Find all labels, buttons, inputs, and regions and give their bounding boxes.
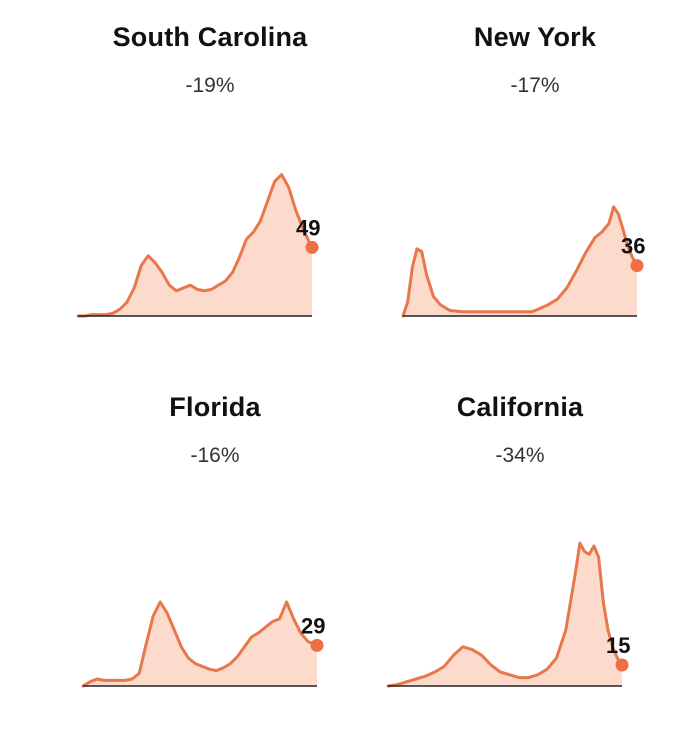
percent-change-label: -16% xyxy=(190,444,240,467)
sparkline-chart: 36 xyxy=(401,205,645,318)
sparkline-chart: 49 xyxy=(76,173,320,318)
last-value-dot xyxy=(310,638,324,652)
last-value-dot xyxy=(615,658,629,672)
chart-panel-california: California -34% 15 xyxy=(360,388,680,728)
sparkline-chart: 29 xyxy=(81,600,325,688)
sparkline-chart: 15 xyxy=(386,541,630,688)
chart-panel-florida: Florida -16% 29 xyxy=(55,388,375,728)
percent-change-label: -34% xyxy=(495,444,545,467)
series-line xyxy=(81,600,319,688)
last-value-dot xyxy=(630,259,644,273)
series-line xyxy=(401,205,639,318)
chart-title: South Carolina xyxy=(112,22,308,52)
last-value-label: 29 xyxy=(301,613,325,638)
chart-title: California xyxy=(456,392,584,422)
last-value-label: 36 xyxy=(621,234,645,259)
last-value-dot xyxy=(305,240,319,254)
chart-title: Florida xyxy=(169,392,261,422)
percent-change-label: -17% xyxy=(510,74,560,97)
series-line xyxy=(386,541,624,688)
last-value-label: 15 xyxy=(606,633,630,658)
series-line xyxy=(76,173,314,318)
series-area xyxy=(388,543,622,686)
chart-panel-new-york: New York -17% 36 xyxy=(375,18,695,358)
last-value-label: 49 xyxy=(296,215,320,240)
series-area xyxy=(403,206,637,316)
chart-panel-south-carolina: South Carolina -19% 49 xyxy=(50,18,370,358)
series-area xyxy=(78,174,312,316)
percent-change-label: -19% xyxy=(185,74,235,97)
chart-title: New York xyxy=(473,22,597,52)
